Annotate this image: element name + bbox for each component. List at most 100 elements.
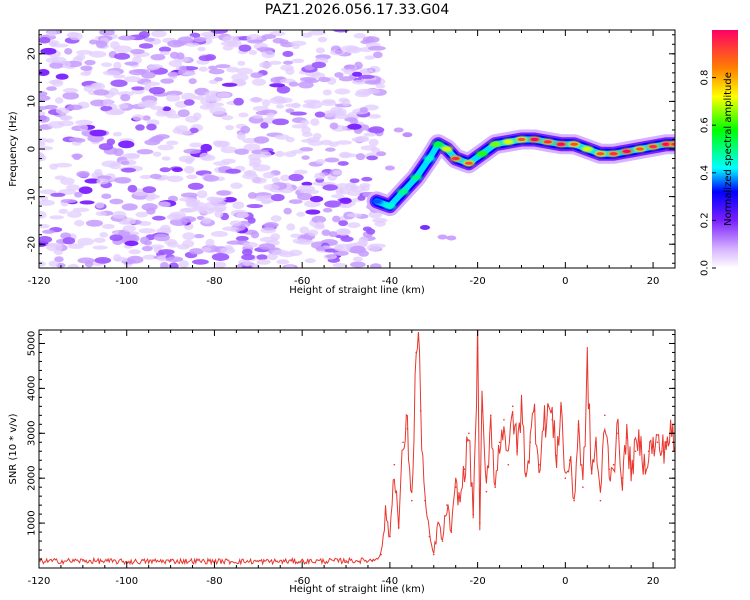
noise-blob — [192, 112, 202, 121]
snr-point — [652, 445, 654, 448]
noise-blob — [54, 97, 64, 104]
noise-blob — [95, 40, 108, 49]
noise-blob — [204, 90, 221, 99]
noise-blob — [99, 231, 109, 238]
snr-axes: -120 -100 -80 -60 -40 -20 0 20 1000 2000 3000 4000 5… — [27, 330, 676, 587]
noise-blob — [285, 265, 295, 268]
noise-blob — [360, 185, 370, 192]
noise-blob — [85, 219, 104, 227]
noise-blob — [235, 81, 247, 86]
noise-blob — [167, 39, 184, 48]
noise-blob — [324, 157, 340, 163]
stray-blob — [393, 127, 404, 133]
noise-blob — [105, 109, 124, 116]
noise-blob — [146, 123, 157, 131]
snr-point — [419, 410, 422, 412]
noise-blob — [270, 193, 285, 202]
noise-blob — [252, 114, 263, 119]
noise-blob — [297, 192, 313, 201]
noise-blob — [332, 262, 348, 268]
noise-blob — [84, 59, 96, 66]
stray-blob — [402, 132, 413, 138]
snr-point — [257, 560, 260, 563]
noise-blob — [362, 88, 380, 95]
noise-blob — [95, 211, 107, 216]
noise-blob — [39, 152, 45, 161]
y-tick-label: 10 — [27, 95, 38, 108]
noise-blob — [236, 212, 249, 219]
noise-blob — [229, 220, 242, 227]
noise-blob — [193, 36, 207, 43]
noise-blob — [338, 76, 355, 82]
noise-blob — [289, 111, 307, 116]
noise-blob — [301, 181, 313, 187]
ridge-peak — [570, 142, 579, 146]
noise-blob — [364, 55, 375, 60]
noise-blob — [251, 78, 267, 86]
noise-blob — [364, 80, 381, 85]
noise-blob — [88, 39, 99, 45]
noise-blob — [158, 249, 175, 255]
noise-blob — [189, 127, 199, 134]
snr-point — [441, 540, 444, 542]
snr-point — [489, 414, 492, 417]
noise-blob — [79, 124, 89, 132]
stray-blob — [437, 234, 448, 240]
noise-blob — [270, 215, 282, 222]
noise-blob — [334, 72, 344, 78]
noise-blob — [128, 249, 141, 255]
noise-blob — [138, 31, 150, 39]
noise-blob — [168, 262, 179, 268]
snr-point — [397, 526, 400, 529]
noise-blob — [114, 176, 132, 184]
noise-blob — [285, 136, 295, 143]
noise-blob — [67, 104, 83, 111]
noise-blob — [184, 165, 195, 174]
noise-blob — [147, 64, 161, 70]
snr-point — [516, 450, 518, 453]
noise-blob — [352, 71, 363, 77]
noise-blob — [259, 61, 272, 69]
noise-blob — [303, 99, 321, 104]
noise-blob — [95, 201, 105, 209]
snr-point — [169, 560, 172, 562]
ridge-peak — [517, 137, 526, 142]
noise-blob — [360, 145, 378, 151]
snr-point — [542, 427, 545, 430]
noise-blob — [166, 213, 183, 221]
snr-point — [450, 531, 453, 533]
noise-blob — [51, 43, 69, 48]
noise-blob — [269, 83, 286, 88]
noise-blob — [39, 141, 46, 147]
x-tick-label: -100 — [115, 276, 138, 287]
spectrogram-xlabel: Height of straight line (km) — [289, 285, 425, 296]
snr-point — [533, 410, 536, 412]
noise-blob — [260, 199, 272, 205]
noise-blob — [39, 210, 47, 219]
noise-blob — [310, 118, 320, 126]
noise-blob — [312, 133, 322, 140]
noise-blob — [350, 261, 366, 268]
noise-blob — [189, 248, 204, 255]
noise-blob — [315, 246, 326, 251]
noise-blob — [248, 49, 258, 55]
noise-blob — [39, 105, 49, 111]
snr-point — [380, 553, 382, 556]
noise-blob — [315, 221, 325, 229]
snr-point — [525, 472, 527, 475]
spectrogram-ylabel: Frequency (Hz) — [8, 111, 19, 187]
noise-blob — [266, 253, 278, 261]
snr-point — [590, 472, 593, 475]
noise-blob — [142, 254, 157, 260]
ridge-point — [370, 198, 383, 205]
x-tick-label: -20 — [469, 276, 485, 287]
noise-blob — [291, 124, 308, 129]
signal-ridge — [366, 129, 675, 217]
noise-blob — [166, 90, 183, 96]
x-tick-label: -40 — [382, 276, 398, 287]
noise-blob — [276, 259, 290, 265]
noise-blob — [39, 261, 46, 267]
noise-blob — [62, 92, 79, 100]
noise-blob — [301, 131, 313, 138]
noise-blob — [309, 195, 324, 203]
